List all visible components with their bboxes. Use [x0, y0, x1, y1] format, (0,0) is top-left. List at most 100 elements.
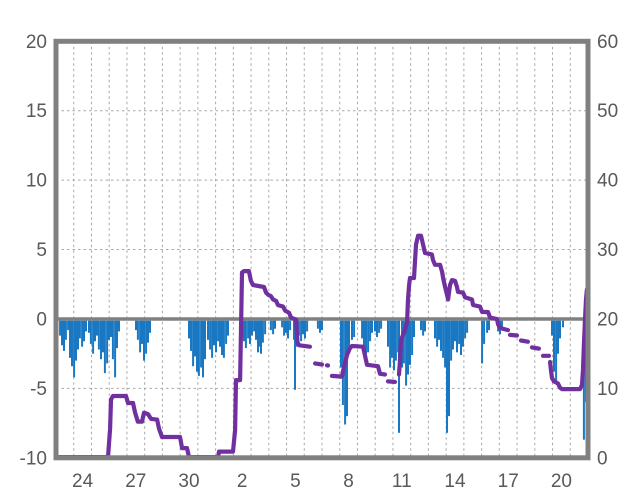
left-tick-label: 0	[36, 310, 47, 331]
bar	[371, 320, 373, 333]
x-tick-label: 30	[178, 471, 199, 492]
bar	[353, 320, 356, 338]
bar	[209, 320, 212, 350]
bar	[100, 320, 102, 360]
bar	[488, 320, 490, 331]
bar	[64, 320, 67, 340]
bar	[389, 320, 392, 368]
bar	[249, 320, 251, 344]
bar	[363, 320, 365, 350]
bar	[559, 320, 561, 339]
bar	[294, 320, 296, 390]
bar	[147, 320, 149, 343]
bar	[192, 320, 195, 367]
bar	[407, 320, 409, 375]
bar	[424, 320, 426, 332]
bar	[88, 320, 90, 333]
bar	[466, 320, 469, 333]
bar	[61, 320, 63, 346]
bar	[261, 320, 264, 343]
bar	[69, 320, 71, 358]
x-tick-label: 11	[392, 471, 412, 492]
x-tick-labels: 24 27 30 2 5 8 11 14 17 20	[72, 471, 572, 492]
bar	[204, 320, 206, 360]
bar	[253, 320, 256, 332]
bar	[197, 320, 200, 376]
bar	[251, 320, 253, 336]
bar	[149, 320, 151, 333]
bar	[486, 320, 489, 333]
x-tick-label: 2	[237, 471, 248, 492]
bar	[194, 320, 196, 357]
bar	[374, 320, 376, 332]
bar	[255, 320, 257, 340]
bar	[96, 320, 98, 336]
right-tick-labels: 60 50 40 30 20 10 0	[597, 32, 618, 469]
bar	[452, 320, 454, 350]
bar	[464, 320, 467, 339]
right-tick-label: 60	[597, 32, 618, 53]
left-tick-label: -5	[30, 379, 47, 400]
bar	[458, 320, 461, 344]
bar	[217, 320, 220, 342]
bar	[411, 320, 414, 356]
bar	[145, 320, 148, 354]
bar	[297, 320, 300, 336]
bar	[67, 320, 70, 331]
left-tick-label: 15	[26, 101, 47, 122]
right-tick-label: 50	[597, 101, 618, 122]
bar	[272, 320, 275, 335]
bar	[346, 320, 348, 417]
bar	[376, 320, 378, 338]
bar	[361, 320, 364, 339]
bar	[440, 320, 442, 351]
bar	[143, 320, 145, 361]
bar	[483, 320, 486, 344]
bar	[274, 320, 276, 329]
right-tick-label: 10	[597, 379, 618, 400]
bar	[369, 320, 372, 342]
bar	[85, 320, 87, 332]
x-tick-label: 24	[72, 471, 94, 492]
bar	[89, 320, 92, 344]
bar	[97, 320, 100, 350]
bar	[258, 320, 261, 347]
x-tick-label: 27	[125, 471, 146, 492]
bar	[71, 320, 73, 367]
bar	[221, 320, 223, 356]
bar	[77, 320, 79, 350]
bar	[94, 320, 96, 342]
bar	[114, 320, 117, 378]
right-tick-label: 40	[597, 171, 618, 192]
bar	[551, 320, 553, 336]
bar	[446, 320, 448, 433]
x-tick-label: 20	[551, 471, 572, 492]
bar	[281, 320, 284, 328]
bar	[553, 320, 555, 372]
x-tick-label: 14	[444, 471, 466, 492]
bar	[378, 320, 381, 333]
bar	[344, 320, 347, 425]
bar	[81, 320, 84, 347]
bar	[190, 320, 192, 351]
bar	[108, 320, 110, 340]
bar	[219, 320, 221, 347]
bar	[59, 320, 62, 336]
bar	[555, 320, 558, 383]
x-tick-label: 17	[498, 471, 519, 492]
left-tick-label: -10	[20, 448, 47, 469]
bar	[260, 320, 262, 354]
bar	[103, 320, 106, 374]
bar	[202, 320, 204, 378]
bar	[436, 320, 439, 347]
non-snow-bars	[59, 320, 587, 440]
bar	[247, 320, 250, 339]
bar	[63, 320, 65, 351]
bar	[557, 320, 559, 354]
bar	[285, 320, 287, 333]
bar	[562, 320, 564, 328]
bar	[207, 320, 209, 340]
bar	[398, 320, 400, 433]
bar	[287, 320, 289, 339]
